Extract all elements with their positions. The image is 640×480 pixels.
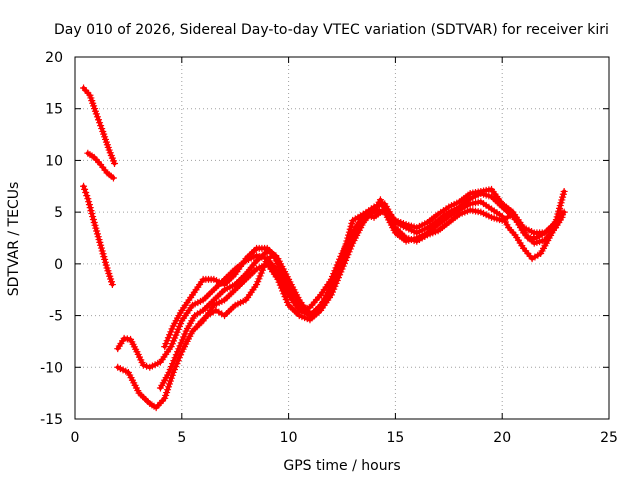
data-point bbox=[166, 366, 174, 374]
x-tick-label: 15 bbox=[386, 430, 404, 446]
chart-title: Day 010 of 2026, Sidereal Day-to-day VTE… bbox=[54, 22, 609, 38]
data-point bbox=[166, 331, 174, 339]
data-point bbox=[181, 330, 189, 338]
data-point bbox=[338, 255, 346, 263]
data-point bbox=[169, 360, 177, 368]
y-tick-label: -15 bbox=[40, 412, 63, 428]
x-tick-label: 20 bbox=[493, 430, 511, 446]
data-point bbox=[87, 207, 95, 215]
x-axis-label: GPS time / hours bbox=[283, 458, 400, 474]
data-point bbox=[170, 357, 178, 365]
data-point bbox=[177, 339, 185, 347]
series-1 bbox=[80, 84, 119, 168]
series-8 bbox=[195, 252, 314, 328]
data-point bbox=[180, 333, 188, 341]
data-point bbox=[171, 354, 179, 362]
y-tick-label: 15 bbox=[45, 102, 63, 118]
data-point bbox=[108, 281, 116, 289]
series-5 bbox=[114, 198, 568, 412]
series-2 bbox=[84, 149, 117, 182]
x-tick-label: 25 bbox=[600, 430, 618, 446]
data-point bbox=[266, 253, 274, 261]
data-point bbox=[164, 334, 172, 342]
data-point bbox=[111, 160, 119, 168]
data-point bbox=[341, 243, 349, 251]
data-point bbox=[345, 228, 353, 236]
data-point bbox=[161, 343, 169, 351]
data-point bbox=[340, 249, 348, 257]
data-point bbox=[165, 368, 173, 376]
plot-frame bbox=[74, 56, 610, 420]
data-point bbox=[344, 234, 352, 242]
data-point bbox=[83, 192, 91, 200]
data-point bbox=[339, 252, 347, 260]
y-tick-label: -10 bbox=[40, 360, 63, 376]
x-tick-label: 10 bbox=[280, 430, 298, 446]
data-point bbox=[82, 188, 90, 196]
data-point bbox=[342, 240, 350, 248]
y-tick-label: 10 bbox=[45, 153, 63, 169]
data-point bbox=[347, 222, 355, 230]
data-point bbox=[84, 195, 92, 203]
y-tick-label: 5 bbox=[54, 205, 63, 221]
data-point bbox=[175, 345, 183, 353]
data-point bbox=[81, 185, 89, 193]
data-point bbox=[109, 174, 117, 182]
data-point bbox=[168, 325, 176, 333]
y-axis-label: SDTVAR / TECUs bbox=[6, 182, 22, 297]
y-tick-label: 0 bbox=[54, 257, 63, 273]
series-3 bbox=[80, 182, 116, 289]
series-7 bbox=[161, 185, 568, 351]
data-point bbox=[560, 187, 568, 195]
data-point bbox=[176, 342, 184, 350]
data-series bbox=[80, 84, 568, 412]
data-point bbox=[167, 363, 175, 371]
data-point bbox=[348, 219, 356, 227]
data-point bbox=[306, 310, 314, 318]
data-point bbox=[340, 246, 348, 254]
data-point bbox=[89, 213, 97, 221]
tick-labels: 0 5 10 15 20 25 -15 -10 -5 0 5 10 15 20 bbox=[40, 50, 618, 446]
data-point bbox=[263, 255, 271, 263]
data-point bbox=[85, 201, 93, 209]
axis-ticks bbox=[74, 56, 610, 420]
grid-lines bbox=[75, 57, 609, 419]
x-tick-label: 0 bbox=[71, 430, 80, 446]
data-point bbox=[86, 204, 94, 212]
data-point bbox=[343, 237, 351, 245]
data-point bbox=[345, 231, 353, 239]
data-point bbox=[88, 210, 96, 218]
data-point bbox=[178, 336, 186, 344]
data-point bbox=[85, 198, 93, 206]
data-point bbox=[80, 182, 88, 190]
data-point bbox=[172, 351, 180, 359]
x-tick-label: 5 bbox=[177, 430, 186, 446]
data-point bbox=[167, 328, 175, 336]
data-point bbox=[139, 361, 147, 369]
data-point bbox=[163, 337, 171, 345]
data-point bbox=[174, 348, 182, 356]
y-tick-label: -5 bbox=[49, 309, 63, 325]
data-point bbox=[89, 216, 97, 224]
y-tick-label: 20 bbox=[45, 50, 63, 66]
data-point bbox=[346, 225, 354, 233]
data-point bbox=[143, 362, 151, 370]
data-point bbox=[162, 340, 170, 348]
